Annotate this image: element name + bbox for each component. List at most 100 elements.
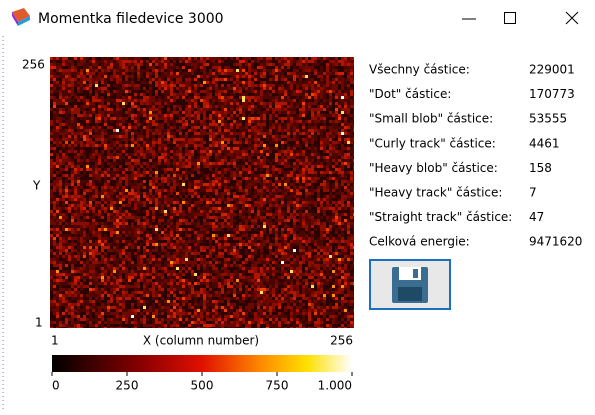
pixel [155, 228, 158, 231]
pixel [338, 81, 341, 84]
pixel [305, 156, 308, 159]
pixel [86, 186, 89, 189]
pixel [86, 159, 89, 162]
pixel [59, 69, 62, 72]
pixel [53, 105, 56, 108]
pixel [206, 156, 209, 159]
pixel [113, 117, 116, 120]
pixel [275, 198, 278, 201]
pixel [233, 81, 236, 84]
pixel [242, 144, 245, 147]
pixel [248, 147, 251, 150]
pixel [305, 126, 308, 129]
pixel [248, 234, 251, 237]
pixel [347, 102, 350, 105]
pixel [257, 99, 260, 102]
pixel [227, 87, 230, 90]
pixel [314, 222, 317, 225]
pixel [248, 66, 251, 69]
pixel [86, 246, 89, 249]
pixel [314, 168, 317, 171]
pixel [56, 87, 59, 90]
pixel [227, 66, 230, 69]
pixel [128, 207, 131, 210]
pixel [260, 63, 263, 66]
pixel [263, 138, 266, 141]
pixel [314, 105, 317, 108]
pixel [335, 102, 338, 105]
pixel [338, 111, 341, 114]
pixel [89, 87, 92, 90]
pixel [236, 186, 239, 189]
pixel [284, 225, 287, 228]
pixel [149, 117, 152, 120]
pixel [248, 168, 251, 171]
pixel [332, 189, 335, 192]
pixel [317, 108, 320, 111]
pixel [83, 60, 86, 63]
pixel [83, 75, 86, 78]
pixel [329, 231, 332, 234]
pixel [194, 177, 197, 180]
pixel [350, 165, 353, 168]
pixel [71, 90, 74, 93]
pixel [92, 78, 95, 81]
pixel [164, 243, 167, 246]
pixel [158, 150, 161, 153]
pixel [155, 66, 158, 69]
pixel [311, 129, 314, 132]
pixel [344, 165, 347, 168]
pixel [125, 75, 128, 78]
pixel [119, 81, 122, 84]
pixel [320, 90, 323, 93]
pixel [287, 183, 290, 186]
pixel [98, 135, 101, 138]
pixel [119, 243, 122, 246]
pixel [275, 228, 278, 231]
pixel [275, 186, 278, 189]
pixel [164, 207, 167, 210]
pixel [56, 165, 59, 168]
pixel [89, 201, 92, 204]
pixel [344, 57, 347, 60]
pixel [221, 117, 224, 120]
pixel [215, 162, 218, 165]
pixel [305, 189, 308, 192]
pixel [341, 120, 344, 123]
pixel [107, 195, 110, 198]
pixel [71, 198, 74, 201]
pixel [53, 207, 56, 210]
pixel [191, 72, 194, 75]
pixel [80, 186, 83, 189]
pixel [260, 123, 263, 126]
pixel [287, 138, 290, 141]
pixel [92, 120, 95, 123]
pixel [203, 138, 206, 141]
pixel [335, 162, 338, 165]
pixel [347, 207, 350, 210]
pixel [329, 138, 332, 141]
pixel [119, 123, 122, 126]
pixel [350, 99, 353, 102]
pixel [296, 159, 299, 162]
pixel [80, 93, 83, 96]
pixel [245, 75, 248, 78]
pixel [164, 156, 167, 159]
pixel [326, 150, 329, 153]
pixel [323, 117, 326, 120]
pixel [308, 162, 311, 165]
pixel [194, 96, 197, 99]
pixel [347, 63, 350, 66]
pixel [218, 132, 221, 135]
pixel [224, 78, 227, 81]
pixel [173, 93, 176, 96]
pixel [311, 177, 314, 180]
pixel [293, 162, 296, 165]
pixel [92, 72, 95, 75]
pixel [74, 165, 77, 168]
pixel [344, 129, 347, 132]
pixel [74, 186, 77, 189]
pixel [257, 237, 260, 240]
pixel [335, 240, 338, 243]
pixel [323, 126, 326, 129]
